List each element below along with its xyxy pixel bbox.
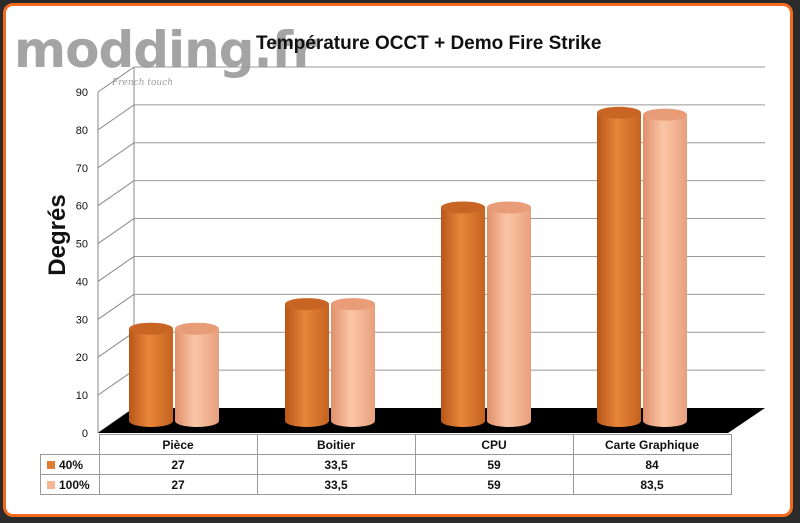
table-header-row: Pièce Boitier CPU Carte Graphique (40, 434, 732, 455)
table-header-cell: CPU (414, 434, 574, 455)
y-tick-label: 0 (82, 428, 88, 440)
legend-swatch (47, 481, 55, 490)
y-tick-label: 20 (76, 352, 88, 364)
side-grid-line (97, 218, 135, 244)
series-name: 40% (59, 457, 84, 472)
series-name: 100% (59, 477, 90, 492)
legend-series-100: 100% (40, 474, 100, 495)
bar-40-body (285, 304, 329, 427)
bar-100-body (175, 328, 219, 427)
table-cell: 83,5 (572, 474, 732, 495)
side-grid-line (97, 104, 135, 131)
modding-logo: modding.fr French touch (14, 20, 317, 104)
logo-text: modding.fr (14, 21, 317, 79)
table-corner (40, 434, 100, 455)
chart-title: Température OCCT + Demo Fire Strike (256, 33, 602, 54)
bar-40-top (285, 298, 329, 311)
side-grid-line (97, 293, 135, 320)
bar-40-top (441, 201, 485, 214)
y-tick-label: 70 (76, 163, 88, 175)
y-tick-label: 80 (76, 125, 88, 137)
table-cell: 27 (98, 474, 258, 495)
side-grid-line (97, 180, 135, 207)
table-cell: 33,5 (256, 474, 416, 495)
side-grid-line (97, 66, 135, 93)
bar-40-top (597, 106, 641, 119)
y-tick-label: 90 (76, 87, 88, 99)
side-grid-line (97, 256, 135, 282)
y-tick-label: 30 (76, 314, 88, 326)
legend-series-40: 40% (40, 454, 100, 475)
table-row: 40% 27 33,5 59 84 (40, 454, 732, 475)
y-tick-label: 60 (76, 201, 88, 213)
table-header-cell: Boitier (256, 434, 416, 455)
bar-40-body (441, 207, 485, 427)
side-grid-line (97, 331, 135, 358)
table-cell: 33,5 (256, 454, 416, 475)
legend-swatch (47, 461, 55, 470)
logo-tagline: French touch (112, 78, 174, 88)
bar-100-top (175, 322, 219, 335)
bar-40-body (129, 328, 173, 427)
bar-100-body (487, 207, 531, 427)
side-grid-line (97, 369, 135, 396)
y-tick-label: 40 (76, 276, 88, 288)
table-row: 100% 27 33,5 59 83,5 (40, 474, 732, 495)
table-cell: 84 (572, 454, 732, 475)
data-table: Pièce Boitier CPU Carte Graphique 40% 27… (40, 434, 732, 495)
bar-100-top (331, 298, 375, 311)
bar-40-top (129, 322, 173, 335)
y-tick-label: 50 (76, 239, 88, 251)
bar-100-body (331, 304, 375, 427)
table-header-cell: Carte Graphique (572, 434, 732, 455)
bar-100-top (643, 108, 687, 121)
table-cell: 59 (414, 474, 574, 495)
bar-40-body (597, 112, 641, 427)
bar-100-top (487, 201, 531, 214)
y-tick-label: 10 (76, 390, 88, 402)
table-cell: 27 (98, 454, 258, 475)
side-grid-line (97, 142, 135, 169)
table-header-cell: Pièce (98, 434, 258, 455)
table-cell: 59 (414, 454, 574, 475)
bar-100-body (643, 114, 687, 427)
